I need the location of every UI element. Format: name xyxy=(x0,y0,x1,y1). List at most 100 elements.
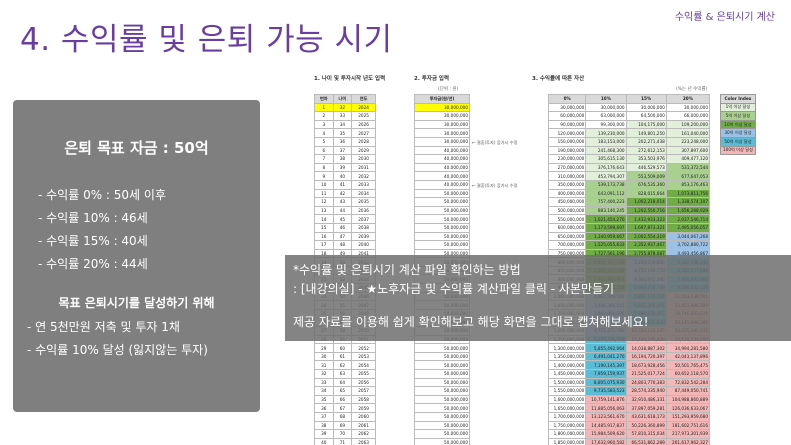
marriage-note: ← 결혼(투자) 증가시 수정 xyxy=(472,140,518,145)
table-cell[interactable]: 50,000,000 xyxy=(414,369,470,379)
table-row: 16 47 2039 xyxy=(314,231,376,242)
table-cell: 10 xyxy=(314,179,334,190)
table-cell: 307,897,600 xyxy=(665,145,711,156)
table-row: 1,800,000,000 15,984,509,620 57,810,315,03… xyxy=(547,429,711,439)
table-cell: 66,531,862,289 xyxy=(625,437,667,445)
table-row: 30,000,000 xyxy=(414,128,470,138)
page-title: 4. 수익률 및 은퇴 가능 시기 xyxy=(20,22,393,58)
table-cell: 2059 xyxy=(351,403,376,413)
table-row: 30,000,000 xyxy=(414,136,470,147)
table-cell[interactable]: 30,000,000 xyxy=(414,119,470,130)
retirement-summary-panel: 은퇴 목표 자금 : 50억 - 수익률 0% : 50세 이후 - 수익률 1… xyxy=(13,100,260,412)
table-cell: 30,000,000 xyxy=(547,102,587,113)
table-cell[interactable]: 50,000,000 xyxy=(414,188,470,199)
table-cell[interactable]: 50,000,000 xyxy=(414,205,470,216)
table-cell: 676,535,360 xyxy=(625,179,667,190)
table-cell[interactable]: 40,000,000 xyxy=(414,154,470,164)
table-cell[interactable]: 50,000,000 xyxy=(414,429,470,439)
table-cell[interactable]: 50,000,000 xyxy=(414,214,470,224)
table-row: 650,000,000 1,340,959,667 2,002,554,319 3,0… xyxy=(547,231,711,242)
goal-heading: 목표 은퇴시기를 달성하기 위해 xyxy=(58,296,215,310)
table-cell[interactable]: 50,000,000 xyxy=(414,360,470,370)
table-cell: 1,432,933,323 xyxy=(625,214,667,224)
table-row: 400,000,000 643,091,112 828,015,664 1,073,8… xyxy=(547,188,711,199)
table-cell: 34 xyxy=(332,119,353,130)
top-right-caption: 수익률 & 은퇴시기 계산 xyxy=(674,12,775,23)
table-cell: 2,352,937,467 xyxy=(625,240,667,250)
table-cell[interactable]: 30,000,000 xyxy=(414,111,470,121)
goal-item: - 수익률 10% 달성 (잃지않는 투자) xyxy=(27,343,208,357)
legend-item: 30억 이상 달성 xyxy=(720,128,756,138)
legend-item: 1억 이상 달성 xyxy=(720,102,756,113)
table-cell: 15,984,509,620 xyxy=(585,429,627,439)
table-cell: 2055 xyxy=(351,369,376,379)
table-cell: 30,000,000 xyxy=(625,102,667,113)
table-cell: 1,697,873,321 xyxy=(625,222,667,233)
table-cell: 2052 xyxy=(351,343,376,353)
table-row: 31 62 2054 xyxy=(314,360,376,370)
table-cell[interactable]: 50,000,000 xyxy=(414,394,470,405)
table-cell[interactable]: 40,000,000 xyxy=(414,179,470,190)
table-cell[interactable]: 30,000,000 xyxy=(414,136,470,147)
table-cell: 139,230,000 xyxy=(585,128,627,138)
table-cell[interactable]: 50,000,000 xyxy=(414,377,470,388)
table-cell[interactable]: 40,000,000 xyxy=(414,171,470,181)
table-row: 1,450,000,000 7,959,159,937 21,525,017,724… xyxy=(547,369,711,379)
table-cell: 32 xyxy=(332,102,353,113)
table-cell: 64 xyxy=(332,377,353,388)
table-cell: 62 xyxy=(332,360,353,370)
table-cell: 181,602,751,616 xyxy=(665,420,711,431)
table-cell[interactable]: 50,000,000 xyxy=(414,343,470,353)
table-row: 8 39 2031 xyxy=(314,162,376,173)
table-cell: 450,000,000 xyxy=(547,197,587,207)
table-row: 50,000,000 xyxy=(414,188,470,199)
table-row: 33 64 2056 xyxy=(314,377,376,388)
table-cell[interactable]: 50,000,000 xyxy=(414,351,470,362)
table-cell: 151,293,959,680 xyxy=(665,411,711,422)
table-cell[interactable]: 30,000,000 xyxy=(414,102,470,113)
table-cell: 16 xyxy=(314,231,334,242)
table-cell[interactable]: 40,000,000 xyxy=(414,162,470,173)
table-cell: 40 xyxy=(332,171,353,181)
table-cell[interactable]: 50,000,000 xyxy=(414,197,470,207)
table-cell: 37,897,059,281 xyxy=(625,403,667,413)
table-cell: 37 xyxy=(332,145,353,156)
table-cell: 2054 xyxy=(351,360,376,370)
table-cell: 1,600,000,000 xyxy=(547,394,587,405)
table-row: 500,000,000 883,140,245 1,202,550,716 1,656… xyxy=(547,205,711,216)
table-row: 750,000,000 1,727,561,196 2,755,878,087 4,4… xyxy=(547,248,711,259)
table-cell: 46 xyxy=(332,222,353,233)
table-cell: 60,000,000 xyxy=(547,111,587,121)
table-cell: 1,650,000,000 xyxy=(547,403,587,413)
table-cell: 5 xyxy=(314,136,334,147)
table-cell: 64,500,000 xyxy=(625,111,667,121)
table-cell: 828,015,664 xyxy=(625,188,667,199)
table-cell[interactable]: 50,000,000 xyxy=(414,240,470,250)
table-row: 40 71 2063 xyxy=(314,437,376,445)
table-cell[interactable]: 50,000,000 xyxy=(414,403,470,413)
table-row: 7 38 2030 xyxy=(314,154,376,164)
table-cell[interactable]: 50,000,000 xyxy=(414,437,470,445)
table-cell: 126,036,633,067 xyxy=(665,403,711,413)
table-cell: 30,000,000 xyxy=(585,102,627,113)
table-cell: 72,832,542,284 xyxy=(665,377,711,388)
table-cell: 11 xyxy=(314,188,334,199)
table-row: 1 32 2024 xyxy=(314,102,376,113)
table-cell: 66,000,000 xyxy=(665,111,711,121)
table-cell: 550,000,000 xyxy=(547,214,587,224)
table-cell[interactable]: 50,000,000 xyxy=(414,386,470,396)
table-cell: 69 xyxy=(332,420,353,431)
table-row: 1,650,000,000 11,885,056,063 37,897,059,28… xyxy=(547,403,711,413)
table-cell: 15 xyxy=(314,222,334,233)
table-cell[interactable]: 50,000,000 xyxy=(414,231,470,242)
table-cell[interactable]: 50,000,000 xyxy=(414,222,470,233)
table-cell[interactable]: 40,000,000 xyxy=(414,145,470,156)
table-row: 50,000,000 xyxy=(414,429,470,439)
table-cell[interactable]: 50,000,000 xyxy=(414,420,470,431)
table-cell[interactable]: 30,000,000 xyxy=(414,128,470,138)
table-cell: 230,000,000 xyxy=(547,154,587,164)
table-cell: 38 xyxy=(314,420,334,431)
table-cell: 21,525,017,724 xyxy=(625,369,667,379)
table-cell: 310,000,000 xyxy=(547,171,587,181)
table-cell[interactable]: 50,000,000 xyxy=(414,411,470,422)
